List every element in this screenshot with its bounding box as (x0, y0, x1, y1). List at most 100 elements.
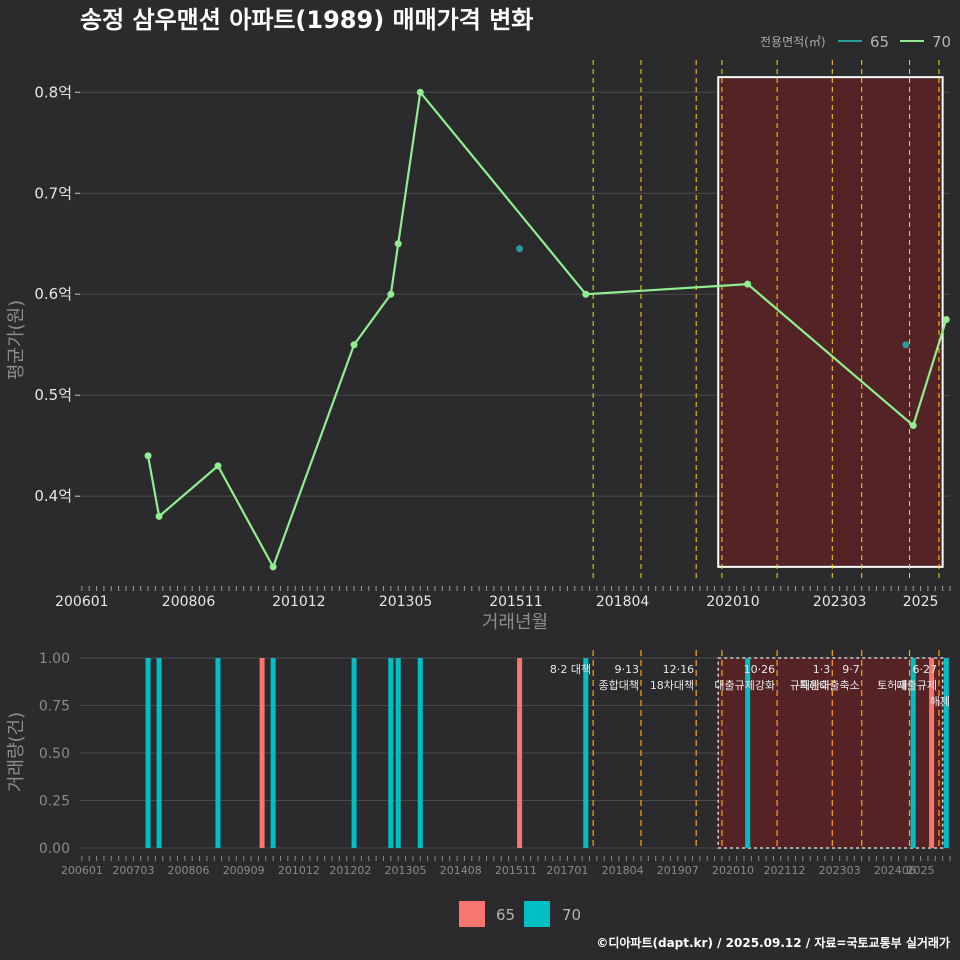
volume-y-tick-label: 1.00 (39, 651, 70, 667)
volume-bar-70 (351, 658, 357, 848)
price-chart-y-axis-title: 평균가(원) (6, 300, 27, 380)
price-point-70 (909, 421, 917, 429)
legend-top: 전용면적(㎡) 65 70 (760, 33, 951, 51)
volume-y-tick-label: 0.25 (39, 794, 70, 810)
volume-policy-label: 종합대책 (599, 679, 639, 692)
price-x-tick-label: 202303 (813, 594, 866, 610)
price-x-tick-label: 202010 (706, 594, 759, 610)
price-chart-x-ticks: 200601 200806 201012 201305 201511 201804 2020… (55, 586, 951, 610)
price-point-70 (416, 88, 424, 96)
volume-x-tick-label: 2025 (907, 864, 935, 877)
volume-bar-70 (910, 658, 916, 848)
volume-chart-policy-labels: 8·2 대책 9·13 종합대책 12·16 18차대책 10·26 대출규제강화 1·3 규제… (550, 663, 950, 708)
volume-policy-label: 특례대출축소 (799, 679, 860, 692)
legend-top-label-65: 65 (870, 33, 889, 51)
volume-x-tick-label: 200806 (168, 864, 210, 877)
price-point-65 (902, 341, 910, 349)
volume-x-tick-label: 200909 (223, 864, 265, 877)
price-x-tick-label: 201804 (596, 594, 650, 610)
volume-policy-extra-label: 해제 (930, 694, 950, 708)
volume-bar-70 (156, 658, 162, 848)
price-x-tick-label: 201305 (379, 594, 432, 610)
volume-chart-highlight (717, 657, 944, 849)
volume-x-tick-label: 202010 (712, 864, 754, 877)
volume-bar-70 (745, 658, 751, 848)
legend-bottom-label-70: 70 (562, 906, 581, 924)
price-point-70 (394, 240, 402, 248)
price-series-line-70 (146, 91, 948, 568)
chart-title: 송정 삼우맨션 아파트(1989) 매매가격 변화 (80, 6, 533, 34)
price-y-tick-label: 0.7억 (34, 184, 72, 202)
volume-bar-65 (517, 658, 523, 848)
volume-policy-label: 토허제 (877, 679, 907, 692)
volume-x-tick-label: 201804 (602, 864, 644, 877)
legend-bottom-swatch-65 (459, 901, 485, 927)
volume-y-tick-label: 0.00 (39, 841, 70, 857)
volume-x-tick-label: 201701 (546, 864, 588, 877)
price-chart-policy-lines (592, 60, 940, 582)
price-x-tick-label: 200601 (55, 594, 108, 610)
volume-policy-label: 대출규제 (896, 679, 936, 692)
volume-bar-65 (929, 658, 935, 848)
volume-policy-label: 규제완화 (790, 679, 830, 692)
volume-x-tick-label: 201511 (495, 864, 537, 877)
volume-x-tick-label: 201202 (329, 864, 371, 877)
volume-chart-x-ticks: 200601 200703 200806 200909 201012 201202 2013… (61, 856, 951, 877)
price-point-70 (582, 290, 590, 298)
price-x-tick-label: 2025 (903, 594, 939, 610)
price-x-tick-label: 200806 (162, 594, 216, 610)
legend-bottom-swatch-70 (524, 901, 550, 927)
footer-credit: ©디아파트(dapt.kr) / 2025.09.12 / 자료=국토교통부 실… (596, 935, 950, 950)
price-point-70 (350, 341, 358, 349)
volume-highlight-box (717, 657, 944, 849)
volume-bar-70 (417, 658, 423, 848)
price-point-70 (744, 280, 752, 288)
volume-policy-label: 6·27 (912, 663, 937, 676)
volume-x-tick-label: 200703 (112, 864, 154, 877)
volume-x-tick-label: 200601 (61, 864, 103, 877)
volume-chart-policy-lines (592, 650, 940, 848)
volume-bar-70 (388, 658, 394, 848)
volume-bar-65 (259, 658, 265, 848)
volume-y-tick-label: 0.50 (39, 746, 70, 762)
price-chart-grid (80, 91, 950, 497)
price-point-70 (269, 563, 277, 571)
legend-top-title: 전용면적(㎡) (760, 35, 826, 49)
volume-x-tick-label: 201012 (278, 864, 320, 877)
volume-policy-label: 9·13 (614, 663, 639, 676)
price-y-tick-label: 0.6억 (34, 285, 72, 303)
volume-chart-y-ticks: 0.00 0.25 0.50 0.75 1.00 (39, 651, 70, 857)
price-y-tick-label: 0.4억 (34, 487, 72, 505)
volume-chart-y-axis-title: 거래량(건) (6, 712, 27, 792)
volume-x-tick-label: 202303 (819, 864, 861, 877)
price-point-70 (942, 315, 950, 323)
volume-policy-label: 12·16 (663, 663, 695, 676)
legend-bottom-label-65: 65 (496, 906, 515, 924)
price-y-tick-label: 0.8억 (34, 83, 72, 101)
volume-x-tick-label: 201408 (440, 864, 482, 877)
volume-policy-label: 10·26 (744, 663, 776, 676)
volume-bar-70 (270, 658, 276, 848)
volume-policy-label: 18차대책 (650, 679, 694, 692)
price-point-70 (144, 452, 152, 460)
volume-policy-label: 8·2 대책 (550, 663, 591, 676)
volume-bar-70 (215, 658, 221, 848)
volume-policy-label: 1·3 (813, 663, 831, 676)
price-x-tick-label: 201511 (489, 594, 542, 610)
price-chart-series (144, 88, 950, 571)
volume-bar-70 (145, 658, 151, 848)
price-point-70 (387, 290, 395, 298)
legend-top-label-70: 70 (932, 33, 951, 51)
volume-policy-label: 9·7 (842, 663, 860, 676)
price-point-70 (214, 462, 222, 470)
price-y-tick-label: 0.5억 (34, 386, 72, 404)
price-point-70 (155, 512, 163, 520)
volume-chart-bars (145, 658, 949, 848)
price-highlight-box (717, 76, 944, 568)
price-chart-x-axis-title: 거래년월 (482, 612, 548, 633)
volume-x-tick-label: 201305 (385, 864, 427, 877)
volume-x-tick-label: 202406 (874, 864, 916, 877)
volume-bar-70 (583, 658, 589, 848)
volume-bar-70 (943, 658, 949, 848)
